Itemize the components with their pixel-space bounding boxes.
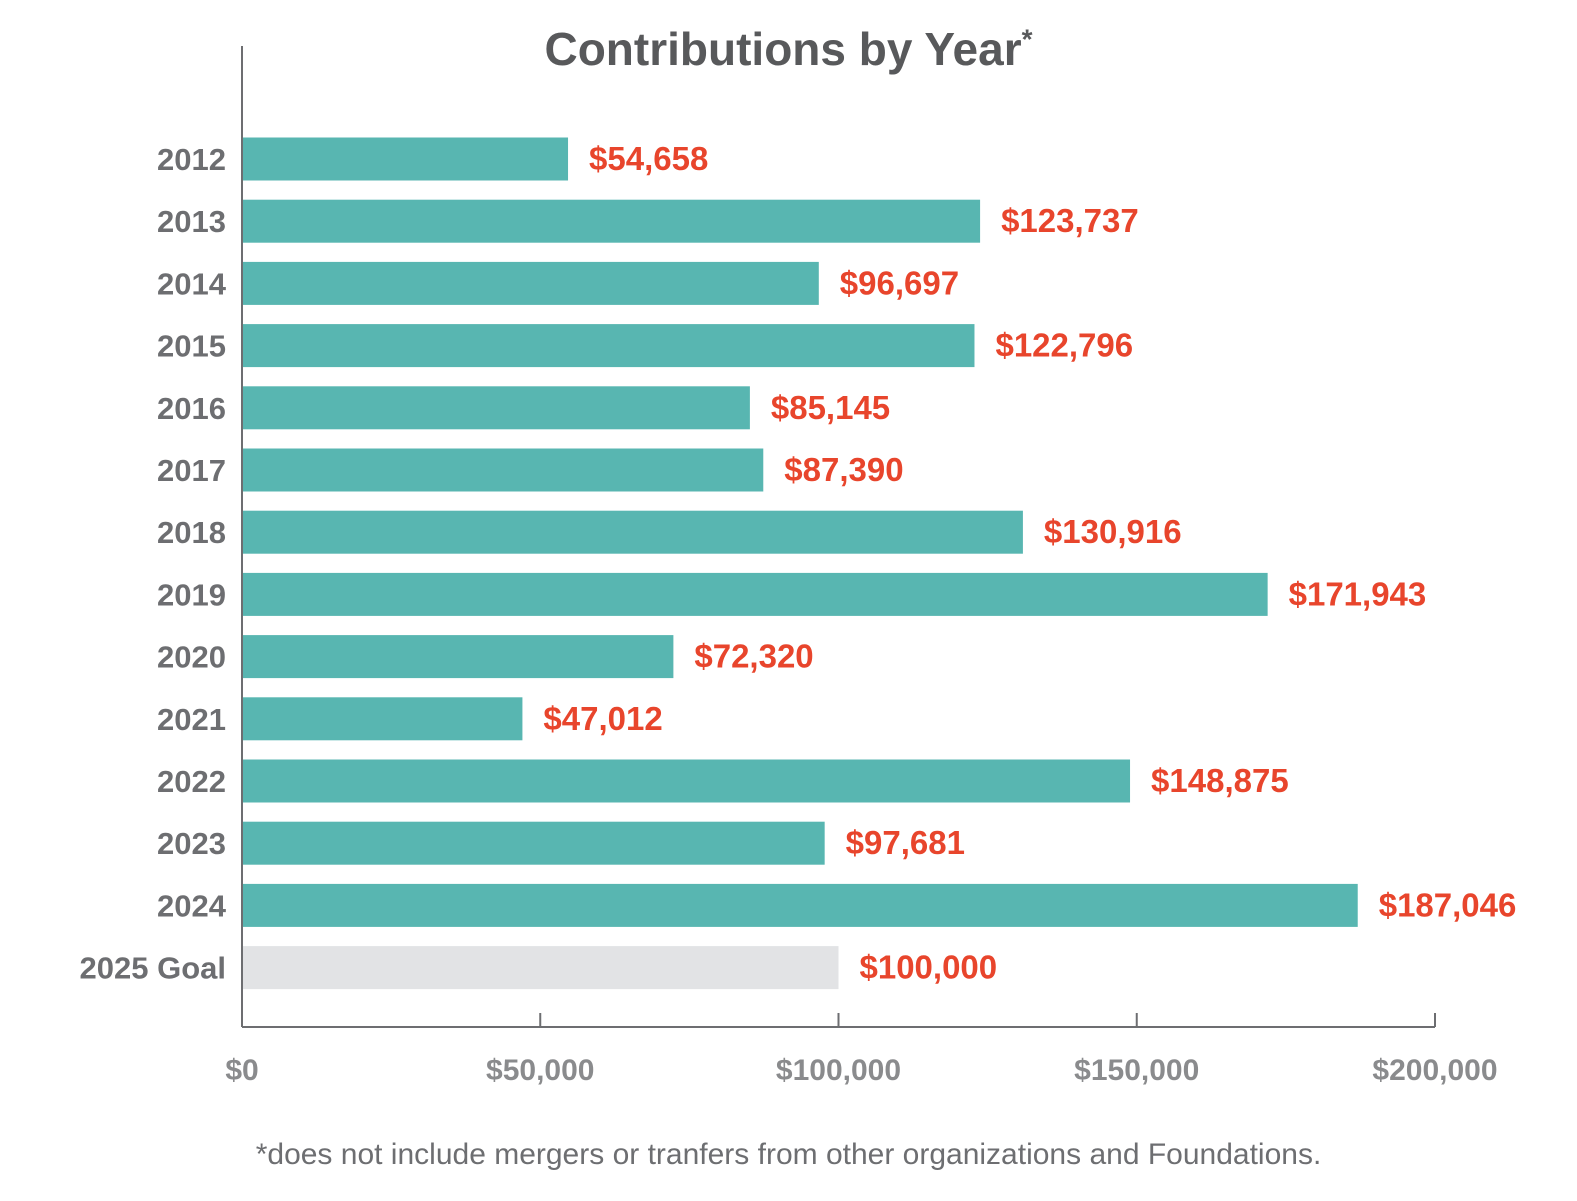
bar <box>243 510 1023 554</box>
bar <box>243 137 569 181</box>
bar <box>243 759 1131 803</box>
bar <box>243 448 764 492</box>
x-tick-label: $100,000 <box>776 1054 901 1087</box>
category-label: 2014 <box>157 266 227 301</box>
data-label: $97,681 <box>846 824 965 861</box>
x-tick-label: $200,000 <box>1372 1054 1497 1087</box>
data-label: $171,943 <box>1289 575 1427 612</box>
category-label: 2020 <box>157 640 226 675</box>
category-label: 2017 <box>157 453 226 488</box>
bar <box>243 386 750 430</box>
bar <box>243 697 523 741</box>
category-label: 2012 <box>157 142 226 177</box>
bar <box>243 883 1358 927</box>
chart-title-mark: * <box>1021 23 1033 55</box>
data-label: $47,012 <box>543 700 662 737</box>
category-label: 2019 <box>157 577 226 612</box>
bar <box>243 572 1268 616</box>
category-label: 2025 Goal <box>80 951 226 986</box>
category-label: 2023 <box>157 826 226 861</box>
data-label: $96,697 <box>840 264 959 301</box>
chart-title: Contributions by Year* <box>544 23 1032 75</box>
data-label: $72,320 <box>694 638 813 675</box>
category-label: 2015 <box>157 329 226 364</box>
data-label: $130,916 <box>1044 513 1182 550</box>
data-label: $187,046 <box>1379 886 1517 923</box>
data-label: $87,390 <box>784 451 903 488</box>
x-tick-label: $150,000 <box>1074 1054 1199 1087</box>
bar <box>243 635 674 679</box>
bar <box>243 261 819 305</box>
data-label: $54,658 <box>589 140 708 177</box>
category-label: 2021 <box>157 702 226 737</box>
x-tick-label: $0 <box>225 1054 258 1087</box>
data-label: $122,796 <box>995 327 1133 364</box>
bar <box>243 199 981 243</box>
category-label: 2024 <box>157 888 227 923</box>
bar <box>243 821 825 865</box>
bar <box>243 324 975 368</box>
category-label: 2018 <box>157 515 226 550</box>
chart-footnote: *does not include mergers or tranfers fr… <box>255 1138 1322 1171</box>
goal-bar <box>243 946 839 990</box>
chart-title-text: Contributions by Year <box>544 23 1022 75</box>
category-label: 2013 <box>157 204 226 239</box>
data-label: $85,145 <box>771 389 890 426</box>
data-label: $148,875 <box>1151 762 1289 799</box>
category-label: 2016 <box>157 391 226 426</box>
x-tick-label: $50,000 <box>486 1054 594 1087</box>
category-label: 2022 <box>157 764 226 799</box>
data-label: $123,737 <box>1001 202 1139 239</box>
chart-title-wrap: Contributions by Year* <box>0 22 1577 76</box>
data-label: $100,000 <box>860 949 998 986</box>
